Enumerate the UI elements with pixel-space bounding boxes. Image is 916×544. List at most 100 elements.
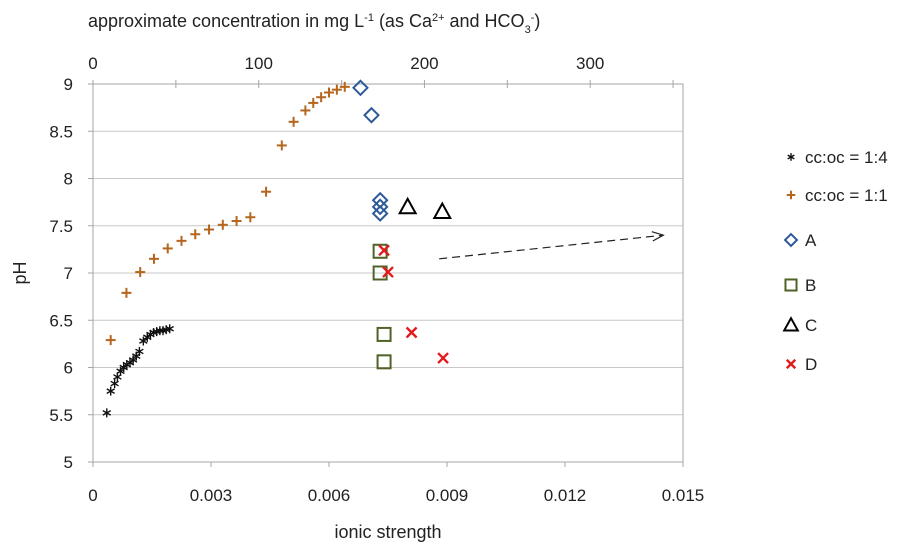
legend-item: cc:oc = 1:1 — [786, 186, 888, 205]
x-tick-label: 0.009 — [426, 486, 469, 505]
data-point — [148, 253, 159, 264]
annotations — [439, 231, 665, 260]
series-c — [397, 196, 452, 219]
data-point — [162, 243, 173, 254]
top-axis-title-part: approximate concentration in mg L — [88, 11, 364, 31]
legend-item: C — [782, 316, 817, 335]
x-tick-label: 0.006 — [308, 486, 351, 505]
y-tick-label: 5 — [64, 453, 73, 472]
data-point — [397, 196, 418, 215]
y-tick-label: 5.5 — [49, 406, 73, 425]
data-point — [217, 219, 228, 230]
dashed-arrow-line — [439, 234, 664, 260]
y-tick-label: 6.5 — [49, 311, 73, 330]
data-point — [786, 190, 796, 200]
x-axis-label: ionic strength — [334, 522, 441, 542]
top-axis-title-part: ) — [534, 11, 540, 31]
x-tick-label: 0 — [88, 486, 97, 505]
data-point — [165, 324, 174, 334]
data-point — [316, 92, 327, 103]
top-axis-title-part: 3 — [525, 24, 531, 36]
data-point — [106, 386, 115, 396]
data-point — [339, 81, 350, 92]
data-point — [190, 229, 201, 240]
legend-label: B — [805, 276, 816, 295]
top-tick-label: 0 — [88, 54, 97, 73]
top-axis-title-part: (as Ca — [374, 11, 433, 31]
legend-label: cc:oc = 1:1 — [805, 186, 888, 205]
top-tick-label: 300 — [576, 54, 604, 73]
data-point — [784, 278, 798, 292]
data-point — [121, 287, 132, 298]
data-point — [785, 358, 797, 370]
data-point — [378, 244, 390, 257]
legend-item: A — [783, 231, 817, 250]
top-tick-label: 200 — [410, 54, 438, 73]
data-point — [204, 224, 215, 235]
series-cc-oc-1-1 — [105, 81, 350, 346]
data-point — [432, 201, 452, 219]
legend: cc:oc = 1:4 cc:oc = 1:1 A B C D — [782, 148, 888, 374]
data-point — [288, 116, 299, 127]
data-point — [324, 87, 334, 98]
data-point — [245, 212, 256, 223]
data-series — [102, 79, 452, 418]
data-point — [105, 335, 116, 346]
series-a — [352, 79, 389, 222]
data-point — [300, 105, 311, 116]
data-point — [352, 79, 369, 97]
data-point — [783, 232, 799, 248]
gridlines — [93, 83, 683, 416]
y-tick-label: 7 — [64, 264, 73, 283]
y-axis: 5 5.5 6 6.5 7 7.5 8 8.5 9 — [49, 75, 93, 472]
data-point — [331, 84, 342, 95]
x-tick-label: 0.012 — [544, 486, 587, 505]
legend-label: A — [805, 231, 817, 250]
legend-label: D — [805, 355, 817, 374]
data-point — [139, 336, 148, 346]
data-point — [782, 316, 800, 332]
data-point — [231, 216, 242, 227]
arrow-head — [651, 231, 665, 242]
x-tick-label: 0.015 — [662, 486, 705, 505]
y-tick-label: 6 — [64, 359, 73, 378]
data-point — [135, 346, 144, 356]
top-axis-title-part: -1 — [364, 12, 374, 24]
data-point — [376, 326, 392, 342]
data-point — [376, 354, 392, 370]
legend-item: D — [785, 355, 817, 374]
data-point — [176, 235, 187, 246]
x-axis: 0 0.003 0.006 0.009 0.012 0.015 — [88, 462, 704, 505]
series-d — [378, 244, 449, 364]
top-axis-title-part: and HCO — [445, 11, 525, 31]
data-point — [371, 198, 389, 216]
top-axis-title: approximate concentration in mg L-1 (as … — [88, 11, 540, 36]
legend-label: C — [805, 316, 817, 335]
data-point — [437, 352, 449, 364]
legend-item: B — [784, 276, 816, 295]
data-point — [135, 267, 146, 278]
data-point — [261, 186, 272, 197]
y-tick-label: 7.5 — [49, 217, 73, 236]
data-point — [102, 408, 112, 418]
x-tick-label: 0.003 — [190, 486, 233, 505]
data-point — [371, 205, 389, 222]
y-tick-label: 9 — [64, 75, 73, 94]
top-axis-title-part: - — [531, 12, 535, 24]
y-tick-label: 8 — [64, 170, 73, 189]
data-point — [382, 266, 394, 278]
data-point — [308, 97, 319, 108]
top-tick-label: 100 — [245, 54, 273, 73]
top-axis-title-part: 2+ — [432, 12, 445, 24]
data-point — [110, 379, 119, 389]
data-point — [405, 326, 418, 339]
data-point — [363, 106, 380, 124]
legend-item: cc:oc = 1:4 — [787, 148, 888, 167]
data-point — [276, 140, 287, 151]
legend-label: cc:oc = 1:4 — [805, 148, 888, 167]
data-point — [787, 153, 795, 161]
top-axis: 0 100 200 300 — [88, 54, 674, 88]
y-tick-label: 8.5 — [49, 122, 73, 141]
series-b — [372, 243, 392, 370]
